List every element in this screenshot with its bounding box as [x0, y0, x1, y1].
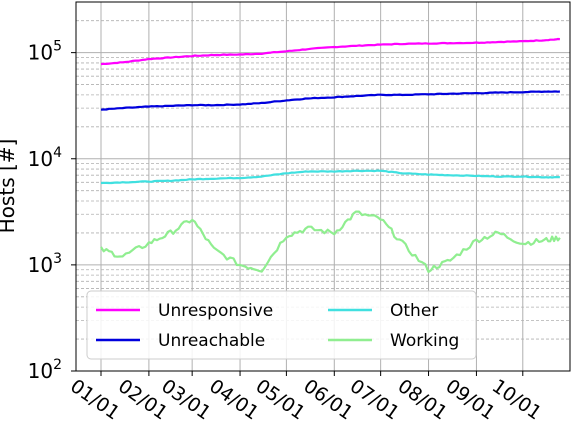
plot-frame [75, 1, 571, 372]
y-tick-base: 10 [28, 359, 53, 383]
x-tick-label: 09/01 [442, 375, 499, 423]
y-tick-exponent: 5 [53, 39, 62, 55]
legend-label: Unreachable [158, 331, 265, 351]
y-tick-label: 104 [28, 145, 62, 171]
y-tick-base: 10 [28, 253, 53, 277]
x-tick-label: 06/01 [299, 375, 356, 423]
x-axis-ticks: 01/0102/0103/0104/0105/0106/0107/0108/01… [66, 371, 545, 423]
legend-label: Working [390, 331, 459, 351]
legend: Unresponsive Unreachable Other Working [86, 290, 477, 360]
y-tick-exponent: 3 [53, 251, 62, 267]
legend-label: Unresponsive [158, 301, 273, 321]
y-tick-exponent: 2 [53, 357, 62, 373]
x-tick-label: 08/01 [394, 375, 451, 423]
series-line-other [100, 169, 560, 185]
y-tick-label: 105 [28, 39, 62, 65]
series-line-unreachable [100, 90, 561, 111]
y-tick-label: 102 [28, 357, 62, 383]
series-line-unresponsive [100, 37, 560, 66]
x-tick-label: 10/01 [488, 375, 545, 423]
y-axis-label: Hosts [#] [0, 139, 19, 234]
y-tick-exponent: 4 [53, 145, 62, 161]
y-tick-base: 10 [28, 147, 53, 171]
series-layer [100, 37, 561, 273]
x-tick-label: 02/01 [114, 375, 171, 423]
legend-label: Other [390, 301, 438, 321]
x-tick-label: 01/01 [66, 375, 123, 423]
x-tick-label: 05/01 [252, 375, 309, 423]
x-tick-label: 04/01 [205, 375, 262, 423]
y-tick-base: 10 [28, 41, 53, 65]
legend-box [86, 290, 477, 360]
x-tick-label: 03/01 [157, 375, 214, 423]
x-tick-label: 07/01 [346, 375, 403, 423]
series-line-working [100, 210, 561, 273]
y-tick-label: 103 [28, 251, 62, 277]
